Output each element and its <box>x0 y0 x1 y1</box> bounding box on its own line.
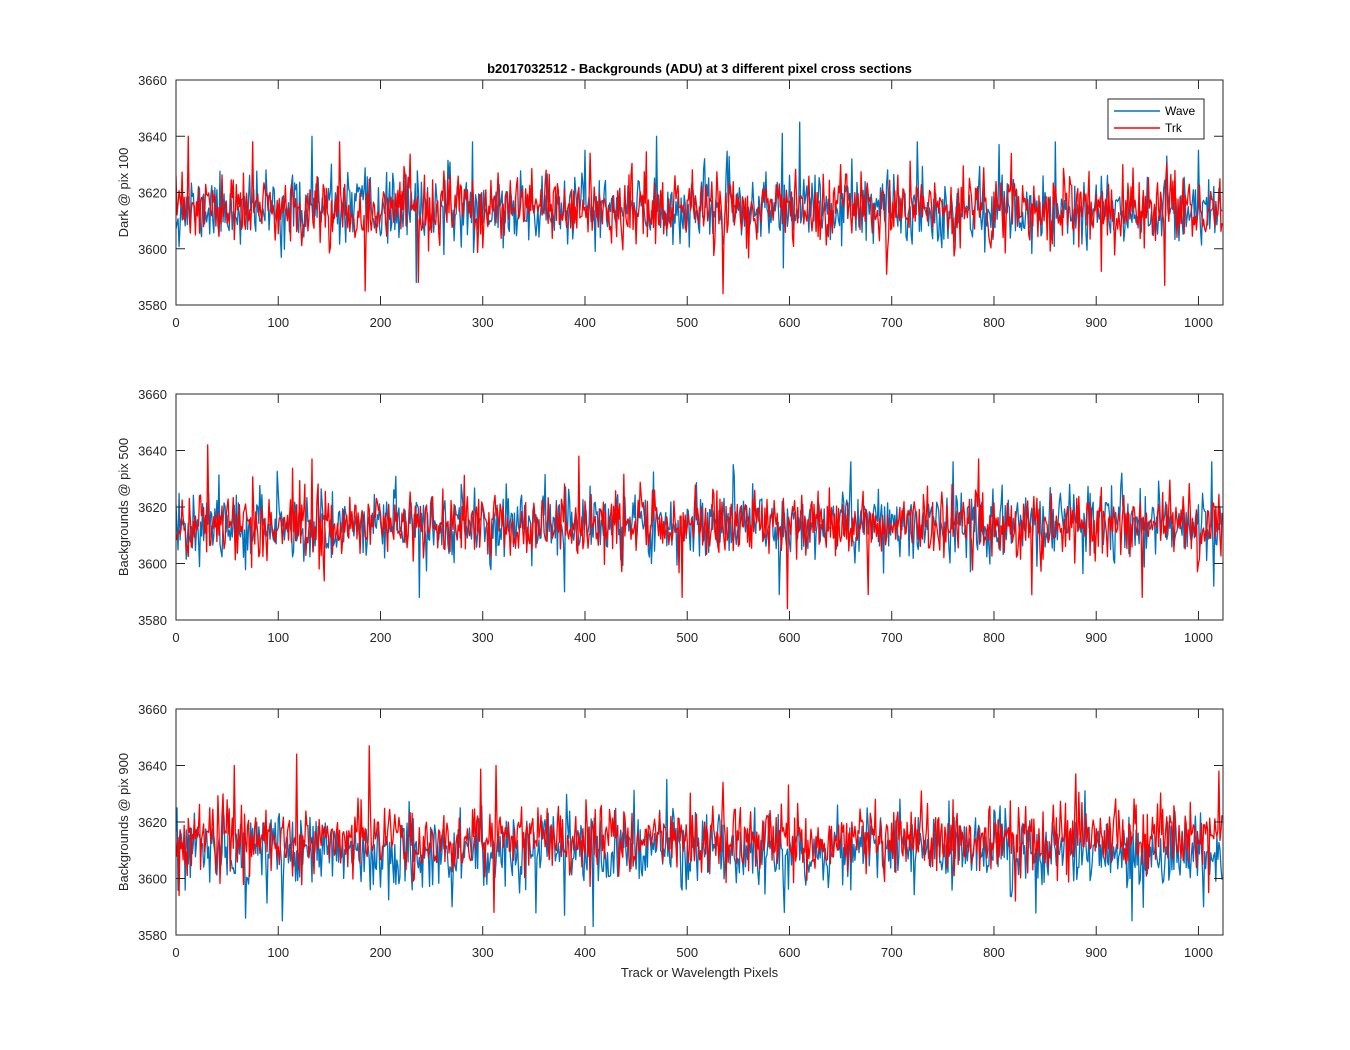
legend-box <box>1107 98 1205 140</box>
x-tick-label: 300 <box>472 945 494 960</box>
y-tick-label: 3600 <box>138 242 167 257</box>
x-tick-label: 800 <box>983 945 1005 960</box>
x-tick-label: 200 <box>370 945 392 960</box>
y-tick-label: 3620 <box>138 186 167 201</box>
x-tick-label: 300 <box>472 315 494 330</box>
x-tick-label: 1000 <box>1184 945 1213 960</box>
y-tick-label: 3600 <box>138 872 167 887</box>
x-tick-label: 800 <box>983 630 1005 645</box>
x-tick-label: 600 <box>779 630 801 645</box>
x-tick-label: 800 <box>983 315 1005 330</box>
x-tick-label: 900 <box>1085 630 1107 645</box>
y-axis-label: Backgrounds @ pix 900 <box>116 753 131 891</box>
series-line-trk <box>176 745 1223 914</box>
series-line-trk <box>176 444 1223 610</box>
x-tick-label: 1000 <box>1184 630 1213 645</box>
y-tick-label: 3620 <box>138 815 167 830</box>
x-tick-label: 700 <box>881 630 903 645</box>
x-tick-label: 500 <box>676 945 698 960</box>
x-tick-label: 0 <box>172 945 179 960</box>
series-line-trk <box>176 135 1223 295</box>
y-tick-label: 3660 <box>138 702 167 717</box>
y-tick-label: 3580 <box>138 613 167 628</box>
y-tick-label: 3640 <box>138 444 167 459</box>
subplot-3: 0 100 200 300 400 500 600 700 800 900 1000 3580 3600… <box>116 702 1224 980</box>
x-tick-label: 400 <box>574 945 596 960</box>
x-tick-label: 100 <box>267 315 289 330</box>
y-tick-label: 3640 <box>138 759 167 774</box>
x-tick-label: 900 <box>1085 945 1107 960</box>
legend: Wave Trk <box>1107 98 1205 140</box>
x-tick-label: 200 <box>370 315 392 330</box>
y-tick-label: 3580 <box>138 298 167 313</box>
x-tick-label: 700 <box>881 315 903 330</box>
x-tick-label: 100 <box>267 630 289 645</box>
y-tick-label: 3580 <box>138 928 167 943</box>
x-tick-label: 400 <box>574 315 596 330</box>
x-tick-label: 200 <box>370 630 392 645</box>
subplot-2: 0 100 200 300 400 500 600 700 800 900 1000 3580 3600… <box>116 387 1224 645</box>
x-axis-label: Track or Wavelength Pixels <box>621 965 779 980</box>
y-tick-label: 3600 <box>138 557 167 572</box>
x-tick-label: 300 <box>472 630 494 645</box>
x-tick-label: 600 <box>779 315 801 330</box>
subplot-1: 0 100 200 300 400 500 600 700 800 900 1000 3580 3600… <box>116 61 1224 330</box>
x-tick-label: 0 <box>172 630 179 645</box>
y-axis-label: Backgrounds @ pix 500 <box>116 438 131 576</box>
legend-label-trk: Trk <box>1165 121 1183 135</box>
x-tick-label: 900 <box>1085 315 1107 330</box>
x-tick-label: 0 <box>172 315 179 330</box>
y-tick-label: 3660 <box>138 73 167 88</box>
x-tick-label: 500 <box>676 315 698 330</box>
x-tick-label: 100 <box>267 945 289 960</box>
x-tick-label: 1000 <box>1184 315 1213 330</box>
x-tick-label: 400 <box>574 630 596 645</box>
y-tick-label: 3620 <box>138 500 167 515</box>
y-tick-label: 3660 <box>138 387 167 402</box>
y-tick-label: 3640 <box>138 129 167 144</box>
x-tick-label: 600 <box>779 945 801 960</box>
legend-label-wave: Wave <box>1165 104 1196 118</box>
chart-title: b2017032512 - Backgrounds (ADU) at 3 dif… <box>487 61 912 76</box>
x-tick-label: 700 <box>881 945 903 960</box>
x-tick-label: 500 <box>676 630 698 645</box>
y-axis-label: Dark @ pix 100 <box>116 148 131 238</box>
